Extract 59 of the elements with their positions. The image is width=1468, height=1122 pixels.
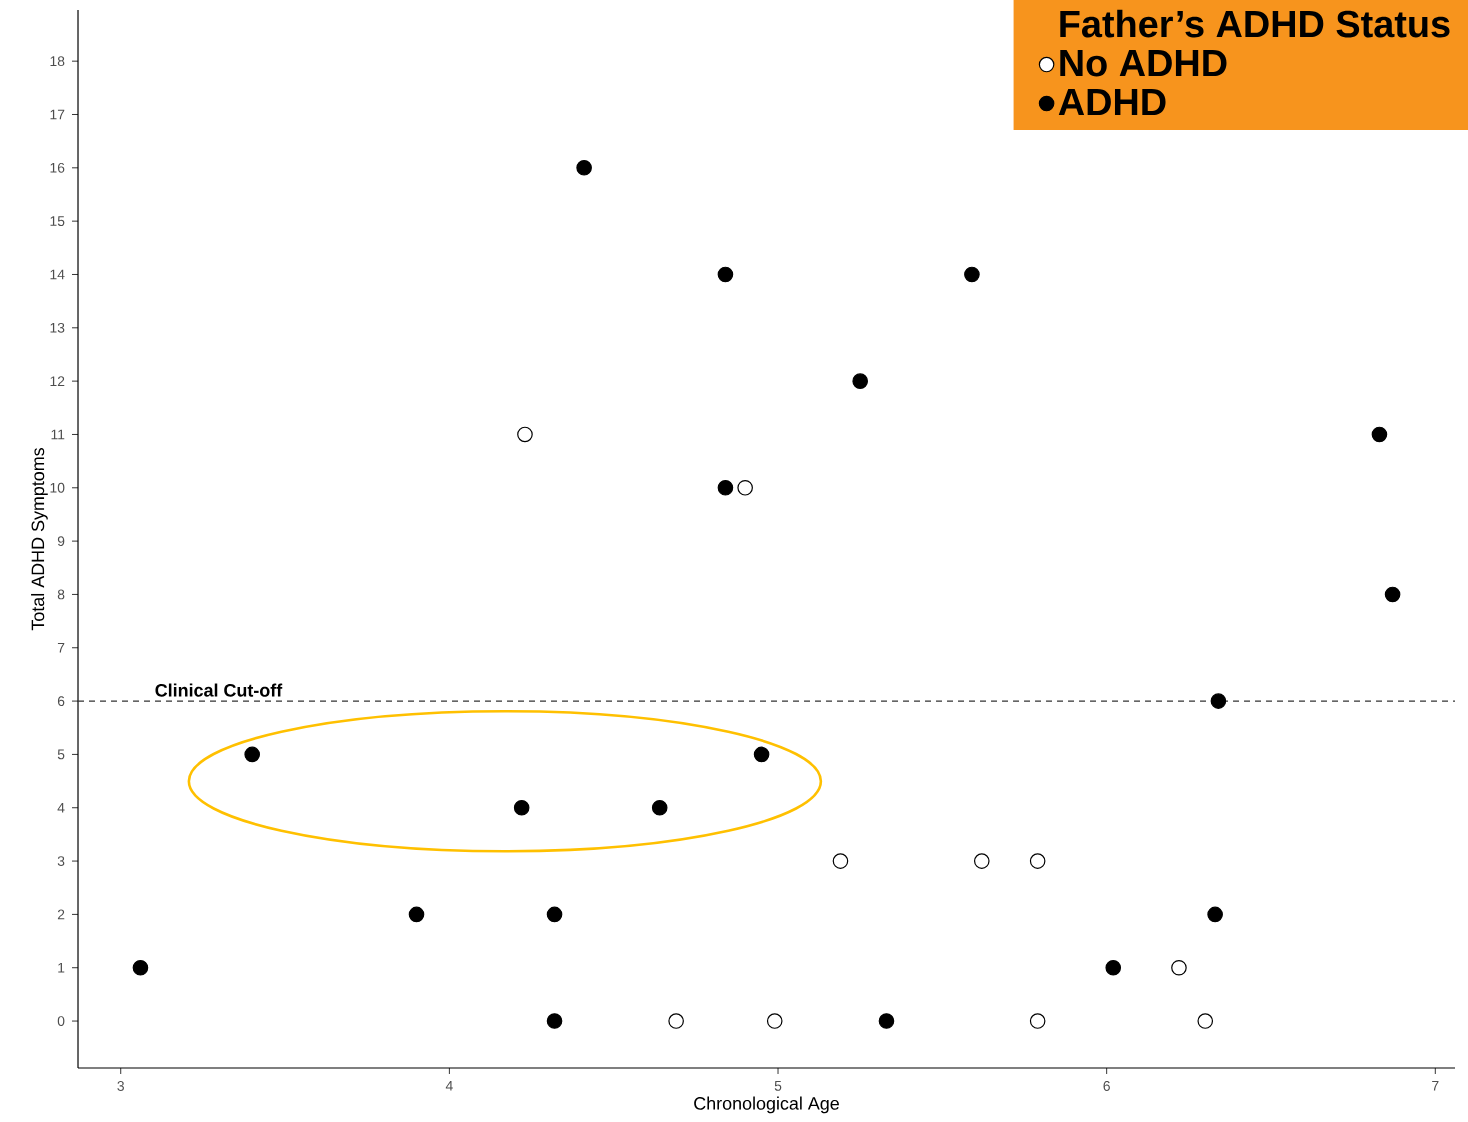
y-axis-title: Total ADHD Symptoms xyxy=(31,447,48,631)
y-tick-label: 6 xyxy=(57,696,65,707)
point xyxy=(964,266,980,283)
y-tick-label: 13 xyxy=(50,322,65,333)
legend-label: ADHD xyxy=(1058,89,1166,116)
x-tick-label: 5 xyxy=(774,1081,782,1091)
point xyxy=(1207,906,1223,923)
point xyxy=(1105,959,1122,976)
point xyxy=(517,426,533,443)
point xyxy=(717,479,734,496)
point xyxy=(878,1013,895,1029)
point xyxy=(1029,1013,1046,1029)
point xyxy=(832,853,849,869)
y-tick-label: 1 xyxy=(58,962,65,973)
point xyxy=(546,1013,563,1029)
y-tick-label: 0 xyxy=(57,1016,65,1026)
legend-title: Father’s ADHD Status xyxy=(1060,9,1450,38)
y-tick-label: 2 xyxy=(57,909,65,920)
point xyxy=(737,479,753,496)
x-tick-label: 3 xyxy=(117,1081,124,1091)
y-tick-label: 14 xyxy=(50,269,65,280)
point xyxy=(1371,426,1388,443)
y-tick-label: 15 xyxy=(50,216,65,226)
point xyxy=(1384,586,1401,603)
y-tick-label: 17 xyxy=(50,109,65,120)
y-tick-label: 10 xyxy=(50,482,65,493)
point xyxy=(244,746,260,763)
x-tick-label: 4 xyxy=(445,1081,453,1091)
x-tick-label: 7 xyxy=(1432,1081,1439,1091)
y-tick-label: 4 xyxy=(57,802,65,813)
y-tick-label: 12 xyxy=(50,376,65,386)
x-tick-label: 6 xyxy=(1103,1081,1110,1091)
ref-line-label: Clinical Cut-off xyxy=(155,683,283,697)
point xyxy=(717,266,734,283)
y-tick-label: 11 xyxy=(51,429,65,440)
legend-label: No ADHD xyxy=(1060,50,1227,77)
x-axis-title: Chronological Age xyxy=(694,1096,839,1114)
point xyxy=(1197,1013,1214,1029)
y-tick-label: 5 xyxy=(57,749,65,760)
point xyxy=(132,959,149,976)
point xyxy=(1029,853,1046,869)
y-tick-label: 7 xyxy=(57,642,65,653)
point xyxy=(408,906,425,923)
y-tick-label: 3 xyxy=(57,856,65,866)
point xyxy=(576,160,592,176)
y-tick-label: 16 xyxy=(50,162,65,173)
point xyxy=(1171,959,1187,976)
point xyxy=(852,373,868,389)
point xyxy=(651,799,668,816)
point xyxy=(668,1013,684,1029)
y-tick-label: 8 xyxy=(57,589,65,600)
y-tick-label: 9 xyxy=(57,536,65,547)
point xyxy=(766,1013,783,1029)
point xyxy=(753,746,770,763)
y-tick-label: 18 xyxy=(50,56,65,67)
point xyxy=(1210,693,1227,709)
point xyxy=(513,799,530,816)
point xyxy=(546,906,563,923)
point xyxy=(973,853,990,869)
